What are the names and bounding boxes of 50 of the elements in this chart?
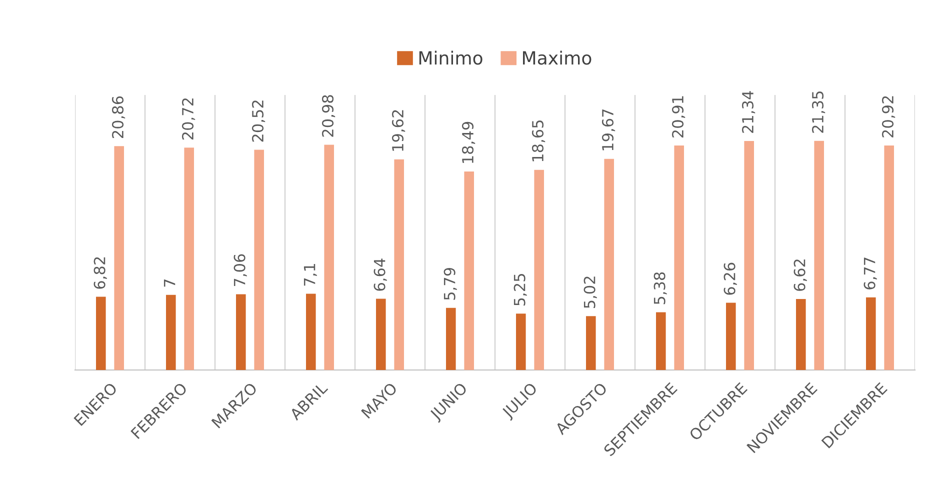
bar (726, 302, 736, 370)
data-label: 7,1 (304, 264, 317, 286)
data-label: 20,92 (882, 96, 896, 138)
data-label: 5,02 (584, 276, 597, 308)
bar (814, 140, 824, 370)
bar (464, 172, 474, 370)
data-label: 20,86 (112, 96, 126, 138)
data-label: 6,77 (864, 258, 877, 290)
bar (96, 296, 106, 370)
data-label: 7,06 (234, 254, 247, 286)
bar (166, 294, 176, 370)
data-label: 19,62 (392, 110, 406, 151)
bar (236, 294, 246, 370)
data-label: 5,79 (444, 268, 457, 300)
data-label: 19,67 (602, 109, 616, 150)
data-label: 21,34 (742, 91, 756, 133)
legend-label: Maximo (523, 50, 592, 65)
bar (306, 294, 316, 370)
bar (674, 146, 684, 370)
data-label: 7 (164, 280, 176, 287)
bar (516, 314, 526, 370)
data-label: 6,26 (724, 262, 737, 295)
bar (376, 298, 386, 370)
bar (796, 298, 806, 370)
bar (324, 144, 334, 370)
bar (744, 140, 754, 370)
bar (446, 308, 456, 370)
bar (534, 170, 544, 370)
bar (866, 297, 876, 370)
bar (586, 316, 596, 370)
bar (656, 312, 666, 370)
data-label: 20,72 (182, 98, 196, 140)
bar (114, 146, 124, 370)
bar (184, 148, 194, 370)
data-label: 6,64 (374, 258, 387, 291)
data-label: 18,65 (532, 120, 546, 162)
data-label: 20,91 (672, 96, 686, 138)
bar (394, 159, 404, 370)
data-label: 5,25 (514, 274, 527, 306)
data-label: 6,62 (794, 260, 807, 291)
data-label: 18,49 (462, 122, 476, 163)
data-label: 20,98 (322, 95, 336, 137)
data-label: 5,38 (654, 272, 667, 304)
bar (604, 158, 614, 370)
data-label: 20,52 (252, 100, 266, 142)
data-label: 21,35 (812, 91, 826, 133)
data-label: 6,82 (94, 257, 107, 289)
legend-label: Minimo (419, 50, 482, 65)
bar (254, 150, 264, 370)
bar (884, 145, 894, 370)
